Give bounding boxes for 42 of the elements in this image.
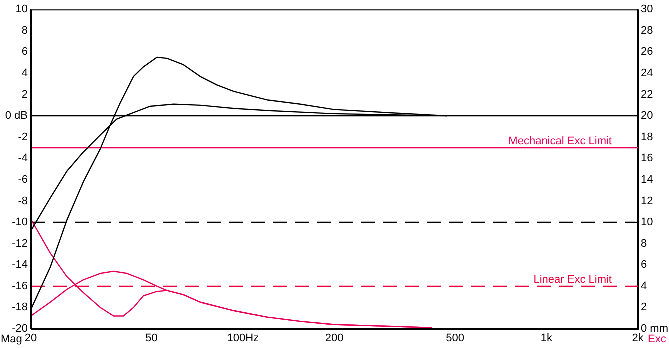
y2-tick-label: 30	[641, 4, 654, 16]
y-axis-title: Mag	[1, 334, 22, 346]
y-tick-label: -18	[12, 302, 28, 314]
x-tick-label: 2k	[632, 332, 644, 345]
y-tick-label: -10	[12, 216, 28, 229]
y2-axis-title: Exc	[648, 334, 667, 346]
y2-tick-label: 20	[641, 110, 654, 122]
x-tick-label: 500	[446, 332, 464, 345]
y2-tick-label: 6	[641, 259, 648, 272]
y-tick-label: -12	[12, 238, 28, 250]
y2-tick-label: 26	[641, 46, 654, 58]
y2-tick-label: 22	[641, 88, 654, 101]
y2-tick-label: 18	[641, 131, 654, 144]
x-tick-label: 100Hz	[227, 332, 260, 345]
ref-line-label: Mechanical Exc Limit	[508, 136, 612, 148]
x-tick-label: 20	[24, 332, 38, 345]
y2-tick-label: 16	[641, 152, 654, 165]
y-tick-label: -2	[18, 131, 28, 144]
y2-tick-label: 24	[641, 68, 654, 80]
y-tick-label: 0 dB	[5, 110, 28, 122]
y-tick-label: 10	[16, 4, 28, 16]
y2-tick-label: 4	[641, 280, 648, 292]
y-tick-label: -16	[12, 280, 28, 292]
y2-tick-label: 2	[641, 302, 648, 314]
y-tick-label: 4	[22, 68, 28, 80]
y2-tick-label: 28	[641, 24, 654, 37]
y-tick-label: -4	[18, 152, 28, 165]
y-tick-label: -14	[12, 259, 28, 272]
y2-tick-label: 0 mm	[641, 323, 668, 336]
y2-tick-label: 8	[641, 238, 648, 250]
y2-tick-label: 12	[641, 195, 654, 208]
y-tick-label: 6	[22, 46, 28, 58]
y2-tick-label: 14	[641, 174, 654, 186]
y-tick-label: 2	[22, 88, 28, 101]
y-tick-label: -8	[18, 195, 28, 208]
y-tick-label: 8	[22, 24, 28, 37]
x-tick-label: 200	[325, 332, 344, 345]
y-tick-label: -6	[18, 174, 28, 186]
x-tick-label: 50	[146, 332, 158, 345]
y2-tick-label: 10	[641, 216, 654, 229]
x-tick-label: 1k	[540, 332, 553, 345]
ref-line-label: Linear Exc Limit	[534, 274, 612, 286]
